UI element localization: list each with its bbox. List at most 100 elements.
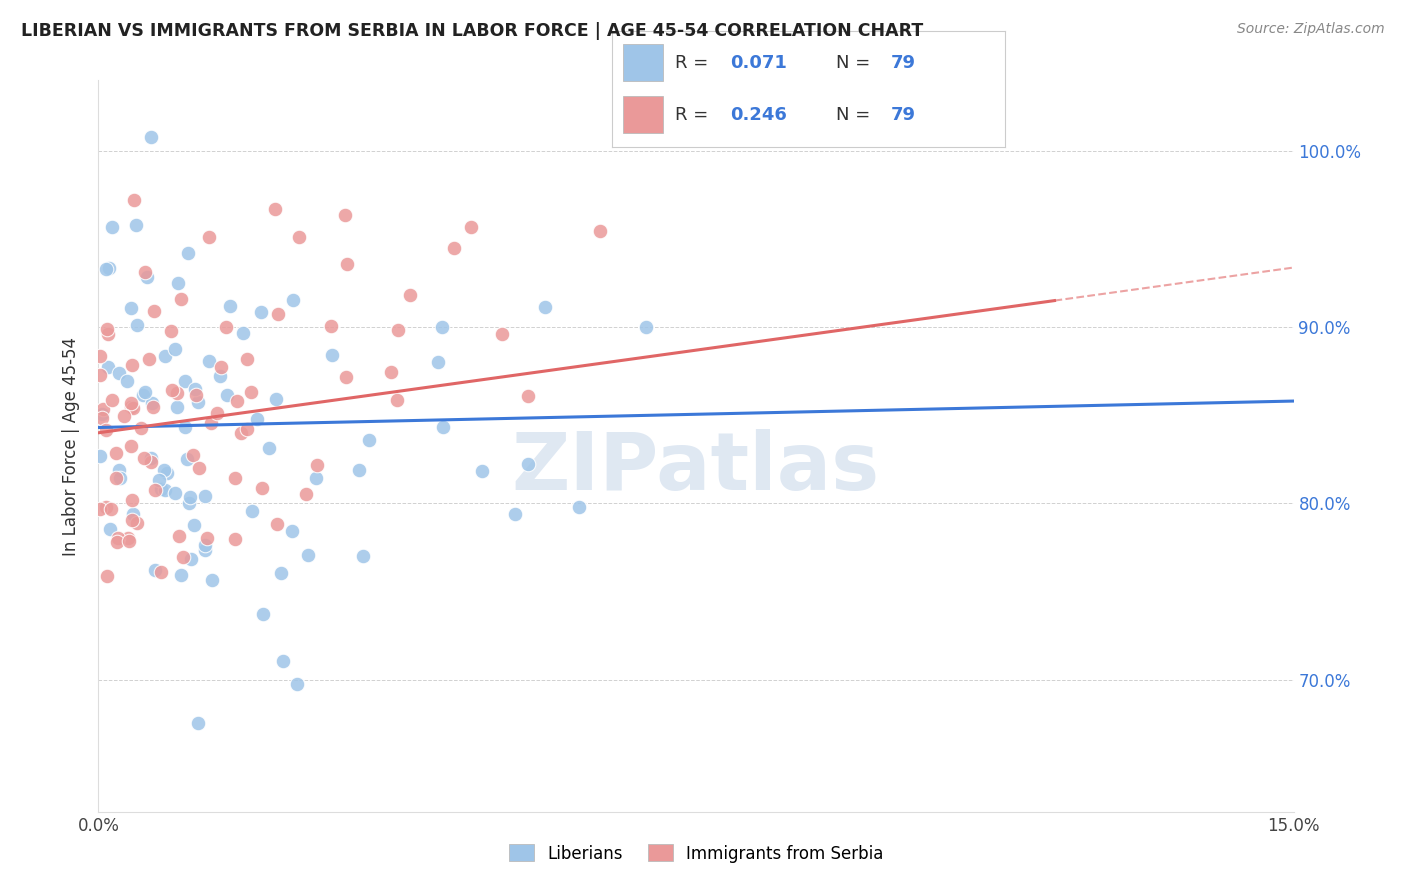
- Point: [94, 500, 117, 515]
- Point: [219, 300, 242, 314]
- Point: [517, 457, 540, 471]
- Point: [387, 323, 409, 337]
- Point: [112, 409, 135, 423]
- Point: [173, 374, 195, 388]
- Point: [281, 293, 304, 307]
- Point: [232, 326, 254, 340]
- Point: [149, 482, 172, 496]
- Point: [281, 524, 304, 538]
- Point: [177, 496, 200, 510]
- Point: [287, 230, 309, 244]
- Point: [120, 439, 142, 453]
- Point: [194, 538, 217, 552]
- Point: [321, 348, 343, 362]
- Point: [267, 307, 290, 321]
- Point: [97, 359, 120, 374]
- Point: [250, 305, 273, 319]
- Point: [173, 550, 195, 565]
- Y-axis label: In Labor Force | Age 45-54: In Labor Force | Age 45-54: [62, 336, 80, 556]
- Point: [184, 382, 207, 396]
- Point: [134, 384, 156, 399]
- Point: [107, 463, 129, 477]
- Point: [349, 463, 371, 477]
- Point: [100, 502, 122, 516]
- Point: [91, 411, 114, 425]
- Point: [141, 455, 163, 469]
- Point: [156, 466, 179, 480]
- Point: [200, 416, 222, 430]
- Point: [533, 300, 555, 314]
- Point: [167, 529, 190, 543]
- Point: [120, 301, 142, 315]
- Point: [166, 386, 188, 401]
- Point: [491, 327, 513, 342]
- Point: [120, 395, 142, 409]
- Point: [165, 486, 187, 500]
- Point: [385, 392, 408, 407]
- Point: [195, 531, 218, 545]
- Point: [170, 293, 193, 307]
- Point: [264, 202, 287, 217]
- Point: [134, 265, 156, 279]
- Point: [145, 483, 167, 498]
- Point: [107, 531, 129, 545]
- Point: [155, 349, 177, 363]
- Text: N =: N =: [837, 54, 876, 71]
- Point: [105, 471, 128, 485]
- Point: [170, 568, 193, 582]
- Point: [134, 450, 156, 465]
- Point: [117, 531, 139, 545]
- Point: [236, 421, 259, 435]
- Point: [205, 406, 228, 420]
- Point: [187, 395, 209, 409]
- Point: [108, 471, 131, 485]
- Point: [209, 360, 232, 375]
- Point: [108, 366, 131, 380]
- Point: [159, 324, 181, 338]
- Point: [174, 419, 197, 434]
- Point: [217, 388, 239, 402]
- Point: [287, 677, 309, 691]
- Point: [166, 401, 188, 415]
- Point: [132, 388, 155, 402]
- Point: [224, 532, 246, 546]
- Text: 79: 79: [891, 106, 917, 124]
- Text: LIBERIAN VS IMMIGRANTS FROM SERBIA IN LABOR FORCE | AGE 45-54 CORRELATION CHART: LIBERIAN VS IMMIGRANTS FROM SERBIA IN LA…: [21, 22, 924, 40]
- Point: [101, 220, 124, 235]
- Point: [188, 461, 211, 475]
- Point: [121, 493, 143, 508]
- Point: [180, 551, 202, 566]
- Point: [101, 393, 124, 408]
- Point: [225, 393, 247, 408]
- Point: [183, 449, 205, 463]
- Point: [252, 481, 274, 495]
- Point: [141, 395, 163, 409]
- Point: [89, 349, 111, 363]
- Point: [432, 320, 454, 334]
- Text: R =: R =: [675, 106, 714, 124]
- Point: [236, 351, 259, 366]
- Point: [471, 464, 494, 478]
- Point: [122, 193, 145, 207]
- Point: [634, 320, 657, 334]
- Point: [163, 342, 186, 356]
- Point: [336, 256, 359, 270]
- Point: [240, 504, 263, 518]
- Point: [105, 535, 128, 549]
- Point: [224, 471, 246, 485]
- Point: [97, 326, 120, 341]
- Point: [568, 500, 591, 515]
- Point: [125, 318, 148, 333]
- Legend: Liberians, Immigrants from Serbia: Liberians, Immigrants from Serbia: [502, 838, 890, 869]
- Point: [503, 507, 526, 521]
- Point: [120, 400, 142, 414]
- Point: [96, 423, 118, 437]
- Point: [589, 224, 612, 238]
- Point: [270, 566, 292, 581]
- Point: [115, 374, 138, 388]
- Point: [179, 490, 201, 504]
- Point: [141, 129, 163, 144]
- Point: [143, 563, 166, 577]
- Point: [160, 383, 183, 397]
- Point: [307, 458, 329, 472]
